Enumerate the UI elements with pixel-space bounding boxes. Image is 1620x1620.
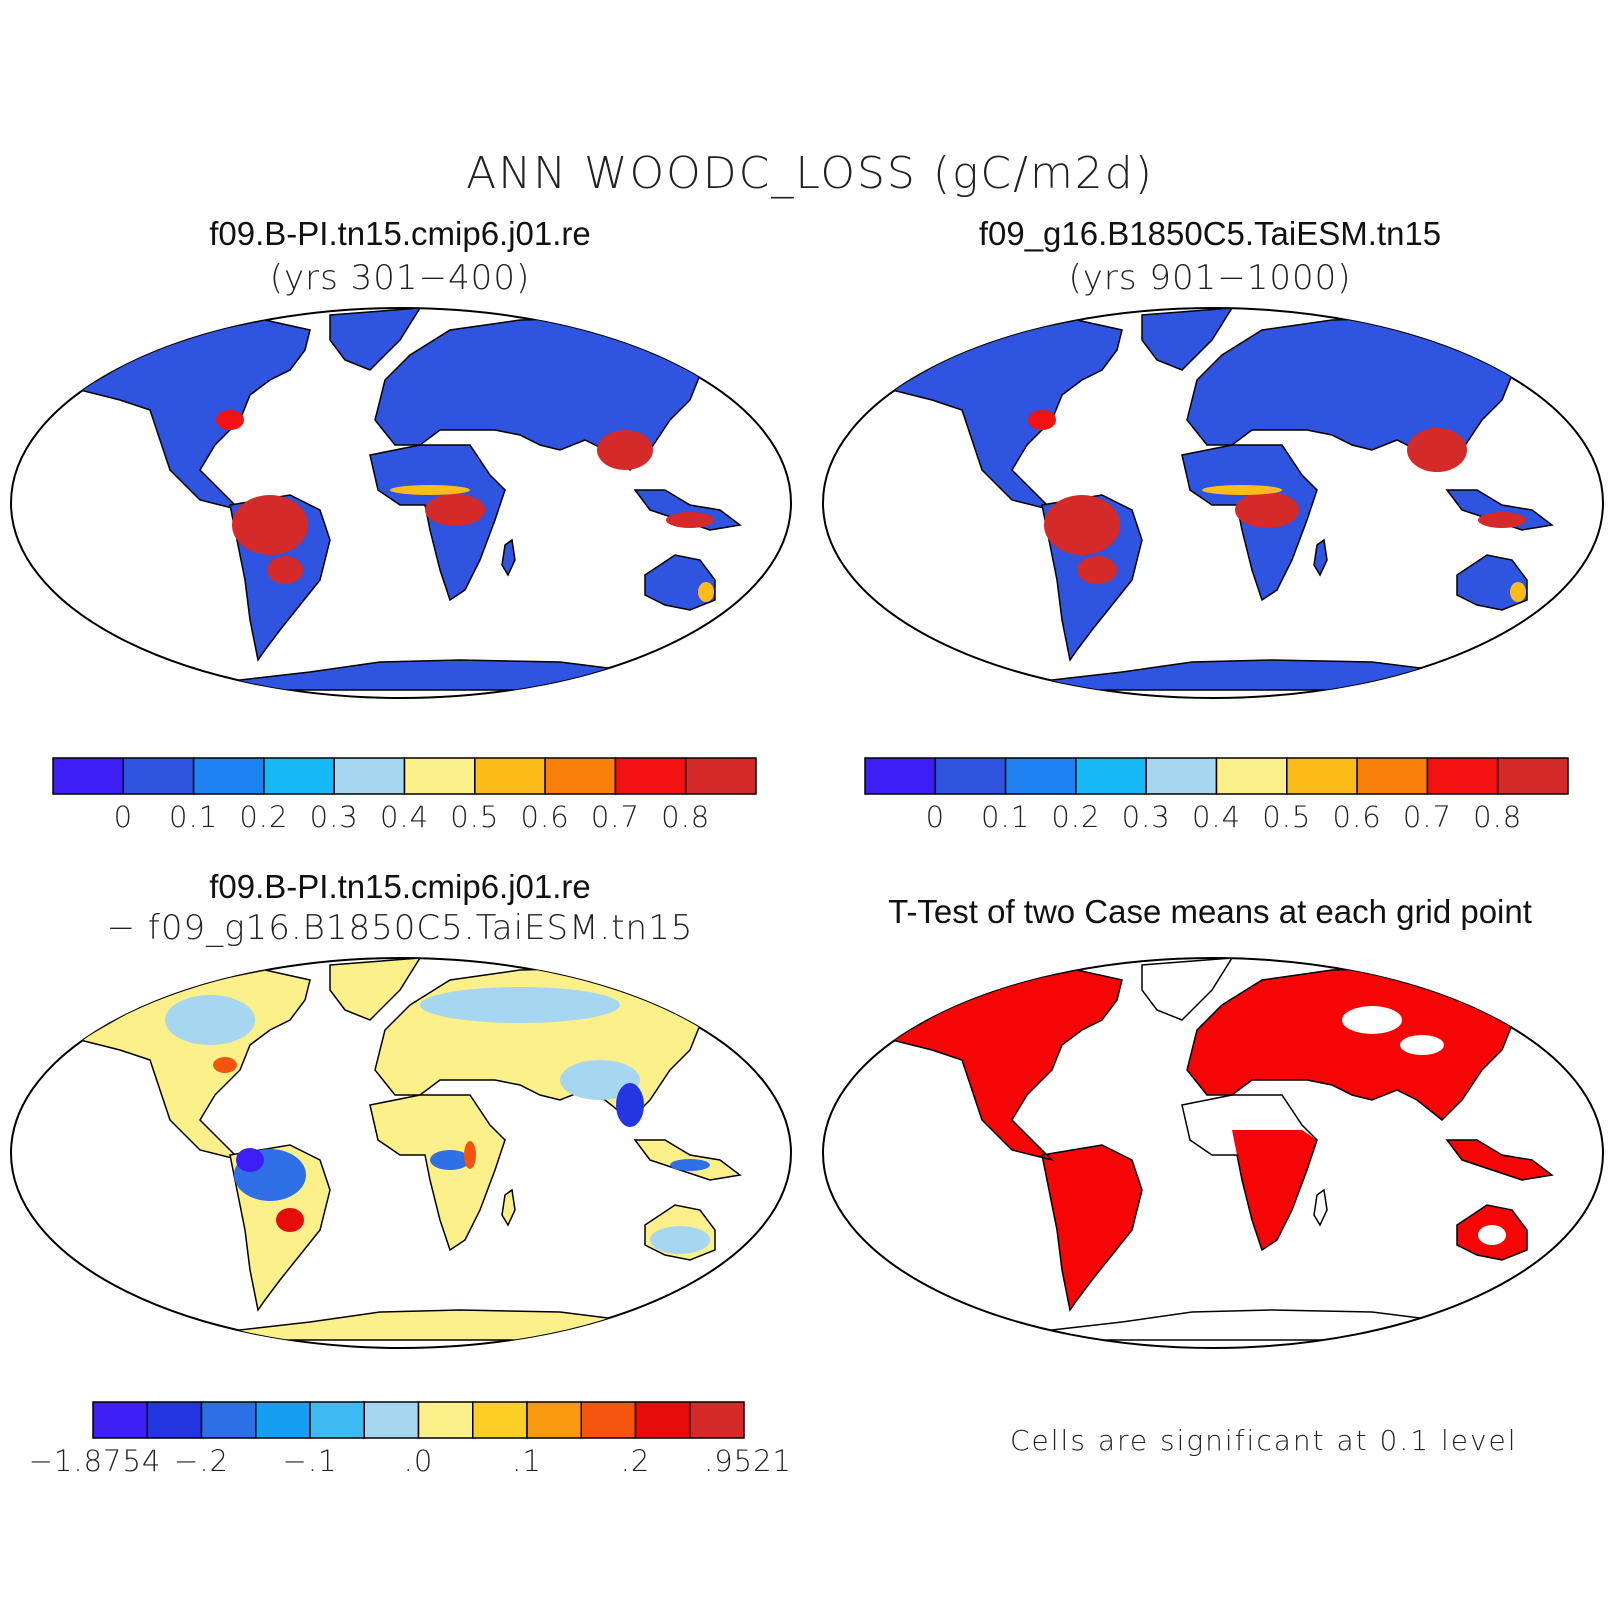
colorbar-tick-label: 0.5 <box>450 800 500 834</box>
colorbar-swatch <box>122 757 195 795</box>
colorbar-tick-label: 0.6 <box>520 800 570 834</box>
colorbar-tick-label: 0.4 <box>379 800 430 834</box>
colorbar-difference <box>92 1401 745 1439</box>
colorbar-tick-label: .1 <box>512 1444 542 1478</box>
colorbar-swatch <box>403 757 476 795</box>
colorbar-tick-label: 0.7 <box>1402 800 1452 834</box>
colorbar-tick-label: 0 <box>925 800 946 834</box>
colorbar-case1 <box>52 757 757 795</box>
colorbar-tick-label: −.2 <box>174 1444 229 1478</box>
colorbar-tick-label: .2 <box>620 1444 651 1478</box>
colorbar-swatch <box>417 1401 474 1439</box>
colorbar-tick-label: 0.1 <box>981 800 1031 834</box>
colorbar-swatch <box>309 1401 365 1439</box>
colorbar-case2 <box>864 757 1569 795</box>
colorbar-tick-label: .9521 <box>703 1444 793 1478</box>
bottom-right-title: T-Test of two Case means at each grid po… <box>888 893 1532 930</box>
colorbar-swatch <box>200 1401 257 1439</box>
colorbar-tick-label: 0.5 <box>1262 800 1312 834</box>
colorbar-swatch <box>474 757 546 795</box>
colorbar-swatch <box>1426 757 1499 795</box>
main-title: ANN WOODC_LOSS (gC/m2d) <box>466 148 1154 199</box>
colorbar-swatch <box>472 1401 528 1439</box>
colorbar-tick-label: 0.2 <box>239 800 289 834</box>
colorbar-tick-label: 0.8 <box>1473 800 1523 834</box>
colorbar-swatch <box>52 757 125 795</box>
colorbar-swatch <box>684 757 757 795</box>
colorbar-swatch <box>1496 757 1569 795</box>
colorbar-swatch <box>544 757 617 795</box>
colorbar-tick-label: −.1 <box>282 1444 338 1478</box>
colorbar-swatch <box>255 1401 311 1439</box>
colorbar-swatch <box>614 757 687 795</box>
top-right-title: f09_g16.B1850C5.TaiESM.tn15 <box>978 215 1442 252</box>
bottom-left-title: f09.B-PI.tn15.cmip6.j01.re <box>209 868 591 905</box>
colorbar-swatch <box>1286 757 1358 795</box>
top-right-subtitle: (yrs 901−1000) <box>1068 258 1352 298</box>
colorbar-swatch <box>689 1401 745 1439</box>
colorbar-swatch <box>634 1401 691 1439</box>
colorbar-swatch <box>363 1401 420 1439</box>
colorbar-tick-label: 0.1 <box>169 800 219 834</box>
colorbar-tick-label: 0.2 <box>1051 800 1101 834</box>
colorbar-swatch <box>1145 757 1218 795</box>
colorbar-swatch <box>526 1401 582 1439</box>
colorbar-swatch <box>1215 757 1288 795</box>
colorbar-swatch <box>864 757 937 795</box>
colorbar-swatch <box>192 757 265 795</box>
map-case1 <box>10 307 792 699</box>
top-left-subtitle: (yrs 301−400) <box>269 258 531 298</box>
colorbar-swatch <box>146 1401 203 1439</box>
colorbar-tick-label: 0.3 <box>1121 800 1171 834</box>
colorbar-swatch <box>934 757 1007 795</box>
bottom-left-subtitle: − f09_g16.B1850C5.TaiESM.tn15 <box>106 908 694 948</box>
colorbar-swatch <box>263 757 335 795</box>
colorbar-tick-label: 0.8 <box>661 800 711 834</box>
colorbar-tick-label: .0 <box>403 1444 434 1478</box>
map-case2 <box>822 307 1604 699</box>
significance-note: Cells are significant at 0.1 level <box>1010 1424 1518 1457</box>
top-left-title: f09.B-PI.tn15.cmip6.j01.re <box>209 215 591 252</box>
colorbar-swatch <box>333 757 406 795</box>
colorbar-tick-label: 0.3 <box>309 800 359 834</box>
map-difference <box>10 957 792 1349</box>
colorbar-swatch <box>92 1401 148 1439</box>
map-ttest <box>822 957 1604 1349</box>
colorbar-tick-label: 0.7 <box>590 800 640 834</box>
colorbar-swatch <box>1075 757 1147 795</box>
colorbar-tick-label: 0.6 <box>1332 800 1382 834</box>
colorbar-swatch <box>1004 757 1077 795</box>
colorbar-swatch <box>580 1401 637 1439</box>
colorbar-tick-label: 0.4 <box>1191 800 1242 834</box>
colorbar-tick-label: −1.8754 <box>28 1444 162 1478</box>
colorbar-swatch <box>1356 757 1429 795</box>
colorbar-tick-label: 0 <box>113 800 134 834</box>
